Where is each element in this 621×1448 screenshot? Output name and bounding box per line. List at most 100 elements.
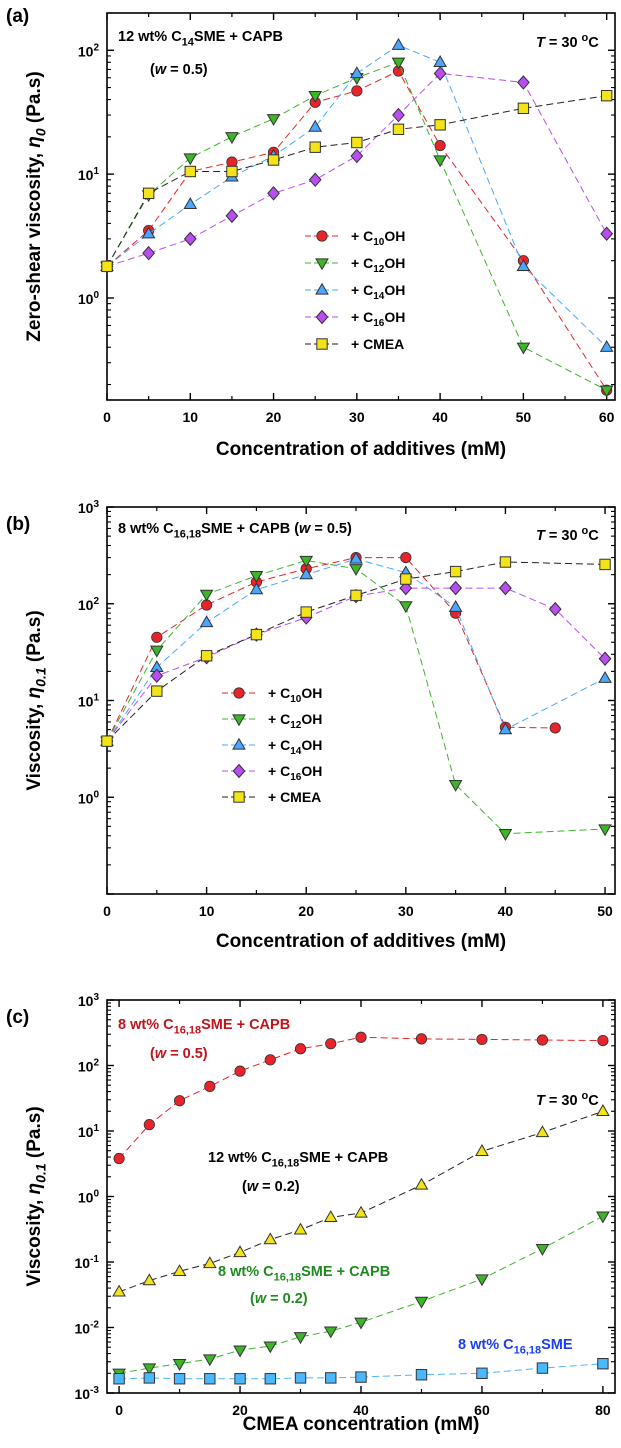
data-point xyxy=(597,1034,609,1047)
data-point xyxy=(398,601,413,614)
y-tick-label: 101 xyxy=(78,1123,100,1140)
data-point xyxy=(354,1205,368,1218)
y-tick-label: 100 xyxy=(78,290,100,307)
data-point xyxy=(599,385,614,398)
data-point xyxy=(325,1038,337,1050)
x-tick-label: 10 xyxy=(182,409,198,425)
data-point xyxy=(299,555,314,568)
legend-entry: + C12OH xyxy=(268,711,322,731)
data-point xyxy=(199,589,214,602)
legend-marker xyxy=(232,737,246,750)
y-axis-title: Viscosity, η0.1 (Pa.s) xyxy=(24,610,49,790)
data-point xyxy=(300,606,312,618)
data-point xyxy=(309,141,321,153)
data-point xyxy=(516,342,531,355)
data-point xyxy=(204,1373,216,1385)
data-point xyxy=(516,259,531,272)
y-tick-label: 100 xyxy=(78,789,100,806)
series-label-line2: (w = 0.5) xyxy=(150,1046,208,1062)
data-point xyxy=(414,1296,429,1309)
data-point xyxy=(598,651,612,667)
x-tick-label: 20 xyxy=(232,1402,248,1418)
chart-annotation: 12 wt% C14SME + CAPB xyxy=(118,29,283,49)
series-3 xyxy=(100,580,612,749)
chart-annotation: 8 wt% C16,18SME + CAPB (w = 0.5) xyxy=(118,521,352,541)
series-0 xyxy=(101,551,561,747)
data-point xyxy=(596,1211,610,1224)
legend-entry: + CMEA xyxy=(351,336,404,352)
x-tick-label: 60 xyxy=(474,1402,490,1418)
data-point xyxy=(475,1144,489,1156)
y-tick-label: 10-1 xyxy=(75,1254,100,1271)
chart-panel-c: 0 20 40 60 80 10-3 10-2 10-1 100 101 102 103 CMEA co… xyxy=(6,992,616,1435)
data-point xyxy=(400,551,412,564)
data-point xyxy=(250,628,263,641)
data-point xyxy=(499,580,512,596)
data-point xyxy=(391,57,406,70)
data-point xyxy=(142,1363,157,1376)
data-point xyxy=(293,1222,308,1235)
series-4 xyxy=(101,556,611,747)
data-point xyxy=(113,1152,125,1165)
chart-annotation: (w = 0.5) xyxy=(150,62,208,78)
data-point xyxy=(249,582,264,595)
x-tick-label: 40 xyxy=(498,903,514,919)
data-point xyxy=(142,187,155,200)
data-point xyxy=(233,1245,247,1258)
x-tick-label: 20 xyxy=(266,409,282,425)
data-point xyxy=(202,1354,217,1367)
data-point xyxy=(399,580,413,596)
panel-label: (c) xyxy=(6,1007,29,1028)
data-point xyxy=(267,186,280,201)
data-point xyxy=(548,601,562,617)
data-point xyxy=(535,1243,550,1256)
y-tick-label: 10-3 xyxy=(75,1385,100,1402)
data-point xyxy=(600,89,613,102)
x-tick-label: 40 xyxy=(432,409,448,425)
legend-marker xyxy=(315,282,329,295)
x-tick-label: 20 xyxy=(298,903,314,919)
y-tick-label: 101 xyxy=(78,166,100,183)
data-point xyxy=(448,600,463,612)
data-point xyxy=(351,85,363,97)
data-point xyxy=(596,1104,610,1116)
data-point xyxy=(183,153,198,166)
data-point xyxy=(351,136,363,149)
chart-annotation: T = 30 oC xyxy=(536,1090,599,1109)
x-axis-title: CMEA concentration (mM) xyxy=(243,1414,480,1435)
data-point xyxy=(293,1332,308,1345)
data-point xyxy=(449,565,462,578)
data-point xyxy=(349,564,363,576)
series-1 xyxy=(112,1104,610,1297)
series-line xyxy=(106,557,556,742)
data-point xyxy=(264,1373,276,1385)
data-point xyxy=(597,1358,609,1370)
series-label: 8 wt% C16,18SME + CAPB xyxy=(118,1017,290,1037)
data-point xyxy=(400,573,412,585)
series-2 xyxy=(112,1211,610,1381)
data-point xyxy=(183,197,198,210)
data-point xyxy=(350,148,364,164)
data-point xyxy=(415,1369,428,1381)
data-point xyxy=(234,1373,246,1385)
data-point xyxy=(517,75,530,90)
data-point xyxy=(294,1043,307,1055)
y-tick-label: 102 xyxy=(78,42,100,59)
data-point xyxy=(536,1362,549,1374)
series-label: 8 wt% C16,18SME xyxy=(458,1337,573,1357)
data-point xyxy=(434,139,446,152)
data-point xyxy=(267,154,280,166)
data-point xyxy=(448,779,463,792)
series-line xyxy=(106,561,606,742)
data-point xyxy=(173,1095,186,1107)
legend-marker xyxy=(316,338,328,350)
data-point xyxy=(101,260,113,273)
series-line xyxy=(106,559,606,835)
data-point xyxy=(225,208,239,224)
data-point xyxy=(184,165,196,178)
data-point xyxy=(433,155,447,168)
data-point xyxy=(476,1367,488,1379)
legend-entry: + C14OH xyxy=(351,282,405,302)
data-point xyxy=(142,245,156,261)
